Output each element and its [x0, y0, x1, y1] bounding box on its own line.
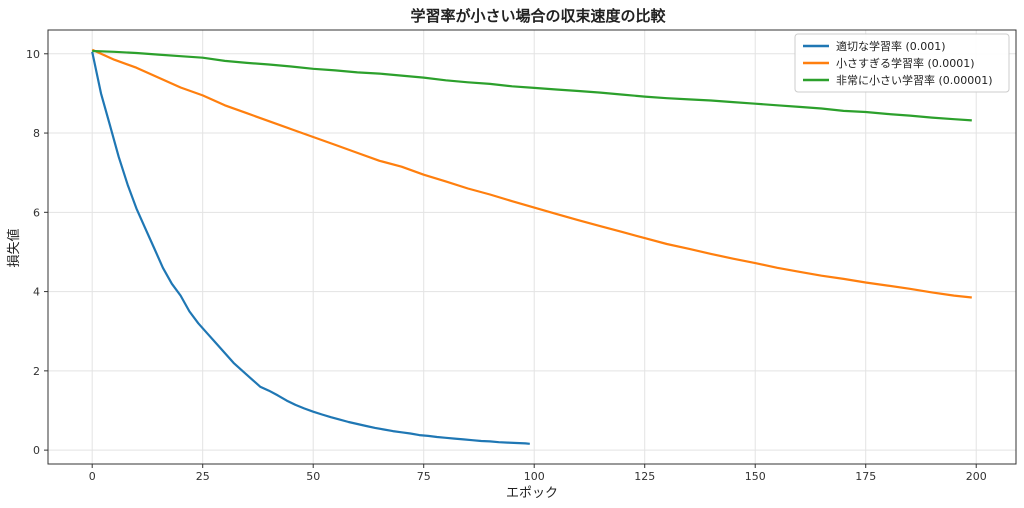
- legend: 適切な学習率 (0.001) 小さすぎる学習率 (0.0001) 非常に小さい学…: [794, 33, 1010, 93]
- legend-entry-2: 小さすぎる学習率 (0.0001): [836, 56, 975, 70]
- y-axis-label: 損失値: [6, 228, 22, 267]
- y-tick-label: 8: [33, 127, 40, 140]
- y-tick-label: 2: [33, 365, 40, 378]
- y-tick-label: 4: [33, 286, 40, 299]
- ticks: 0 25 50 75 100 125 150 175 200 0 2 4 6 8 10: [26, 48, 987, 483]
- x-tick-label: 175: [855, 470, 876, 483]
- x-tick-label: 125: [634, 470, 655, 483]
- x-tick-label: 0: [89, 470, 96, 483]
- legend-box: [794, 33, 1010, 93]
- chart-title: 学習率が小さい場合の収束速度の比較: [410, 7, 666, 25]
- y-tick-label: 6: [33, 206, 40, 219]
- series-line-3: [92, 49, 972, 122]
- x-axis-label: エポック: [506, 486, 558, 501]
- legend-entry-1: 適切な学習率 (0.001): [836, 39, 946, 53]
- legend-entry-3: 非常に小さい学習率 (0.00001): [836, 73, 993, 87]
- x-tick-label: 75: [417, 470, 431, 483]
- y-tick-label: 10: [26, 48, 40, 61]
- x-tick-label: 25: [196, 470, 210, 483]
- plot-frame: [47, 29, 1017, 465]
- grid: [48, 30, 1016, 464]
- series-line-1: [91, 51, 530, 445]
- series-line-2: [91, 48, 972, 299]
- series-lines: [91, 48, 972, 445]
- x-tick-label: 100: [524, 470, 545, 483]
- y-tick-label: 0: [33, 444, 40, 457]
- x-tick-label: 150: [745, 470, 766, 483]
- x-tick-label: 50: [306, 470, 320, 483]
- x-tick-label: 200: [966, 470, 987, 483]
